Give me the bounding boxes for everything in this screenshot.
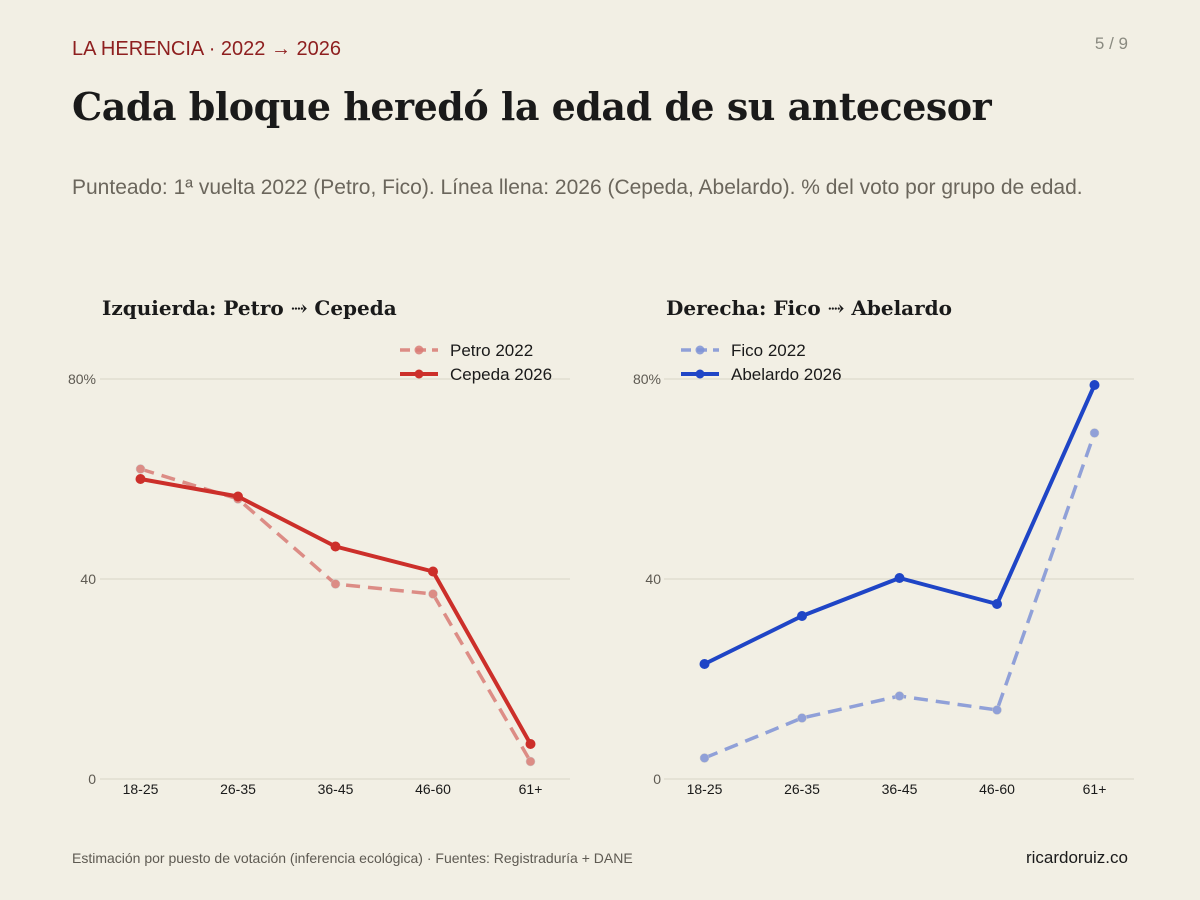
legend-label: Abelardo 2026 [731,365,842,384]
y-tick-label: 40 [80,571,96,587]
series-cepeda-2026 [135,474,536,749]
x-tick-label: 36-45 [882,781,918,797]
data-point [992,705,1002,715]
y-tick-label: 0 [88,771,96,787]
legend-label: Fico 2022 [731,341,806,360]
chart-panel-2: Derecha: Fico ⤑ Abelardo 0 40 80% 18-25 26-35… [633,296,1134,797]
x-tick-label: 61+ [1083,781,1107,797]
y-tick-label: 80% [68,371,96,387]
page-subtitle: Punteado: 1ª vuelta 2022 (Petro, Fico). … [72,176,1083,199]
y-tick-label: 0 [653,771,661,787]
source-footnote: Estimación por puesto de votación (infer… [72,850,633,866]
x-tick-label: 61+ [519,781,543,797]
legend-entry: Fico 2022 [681,341,806,360]
data-point [233,491,243,502]
x-tick-label: 26-35 [784,781,820,797]
panel-title: Izquierda: Petro ⤑ Cepeda [102,296,397,320]
series-line [139,467,533,763]
y-tick-label: 40 [645,571,661,587]
data-point [992,599,1002,609]
x-tick-label: 26-35 [220,781,256,797]
legend-label: Cepeda 2026 [450,365,552,384]
x-tick-label: 36-45 [318,781,354,797]
legend-entry: Cepeda 2026 [400,365,552,384]
data-point [699,659,710,669]
x-tick-label: 46-60 [415,781,451,797]
series-petro-2022 [135,464,536,767]
data-point [1089,428,1100,438]
legend-label: Petro 2022 [450,341,533,360]
data-point [135,464,146,474]
section-kicker: LA HERENCIA · 2022 → 2026 [72,38,342,60]
x-tick-label: 46-60 [979,781,1015,797]
series-abelardo-2026 [699,380,1100,669]
data-point [699,753,710,763]
series-fico-2022 [699,428,1100,763]
legend-marker [414,369,424,379]
data-point [894,691,905,701]
data-point [330,579,341,589]
x-tick-label: 18-25 [123,781,159,797]
legend-marker [695,369,705,379]
data-point [894,573,905,583]
data-point [1089,380,1100,390]
series-line [140,477,533,745]
data-point [525,739,536,749]
data-point [428,589,438,599]
series-line [703,432,1097,760]
legend-entry: Abelardo 2026 [681,365,842,384]
data-point [797,713,807,723]
data-point [330,541,341,552]
data-point [428,566,438,577]
data-point [135,474,146,484]
page-number: 5 / 9 [1094,34,1128,53]
panel-title: Derecha: Fico ⤑ Abelardo [666,296,952,320]
y-tick-label: 80% [633,371,661,387]
chart-panel-1: Izquierda: Petro ⤑ Cepeda 0 40 80% 18-25 26-3… [68,296,570,797]
data-point [797,611,807,621]
page-title: Cada bloque heredó la edad de su anteces… [72,84,992,129]
series-line [703,384,1097,666]
site-url: ricardoruiz.co [1025,848,1128,867]
legend-entry: Petro 2022 [400,341,533,360]
x-tick-label: 18-25 [687,781,723,797]
legend-marker [414,345,424,355]
legend-marker [695,345,705,355]
data-point [525,756,536,767]
